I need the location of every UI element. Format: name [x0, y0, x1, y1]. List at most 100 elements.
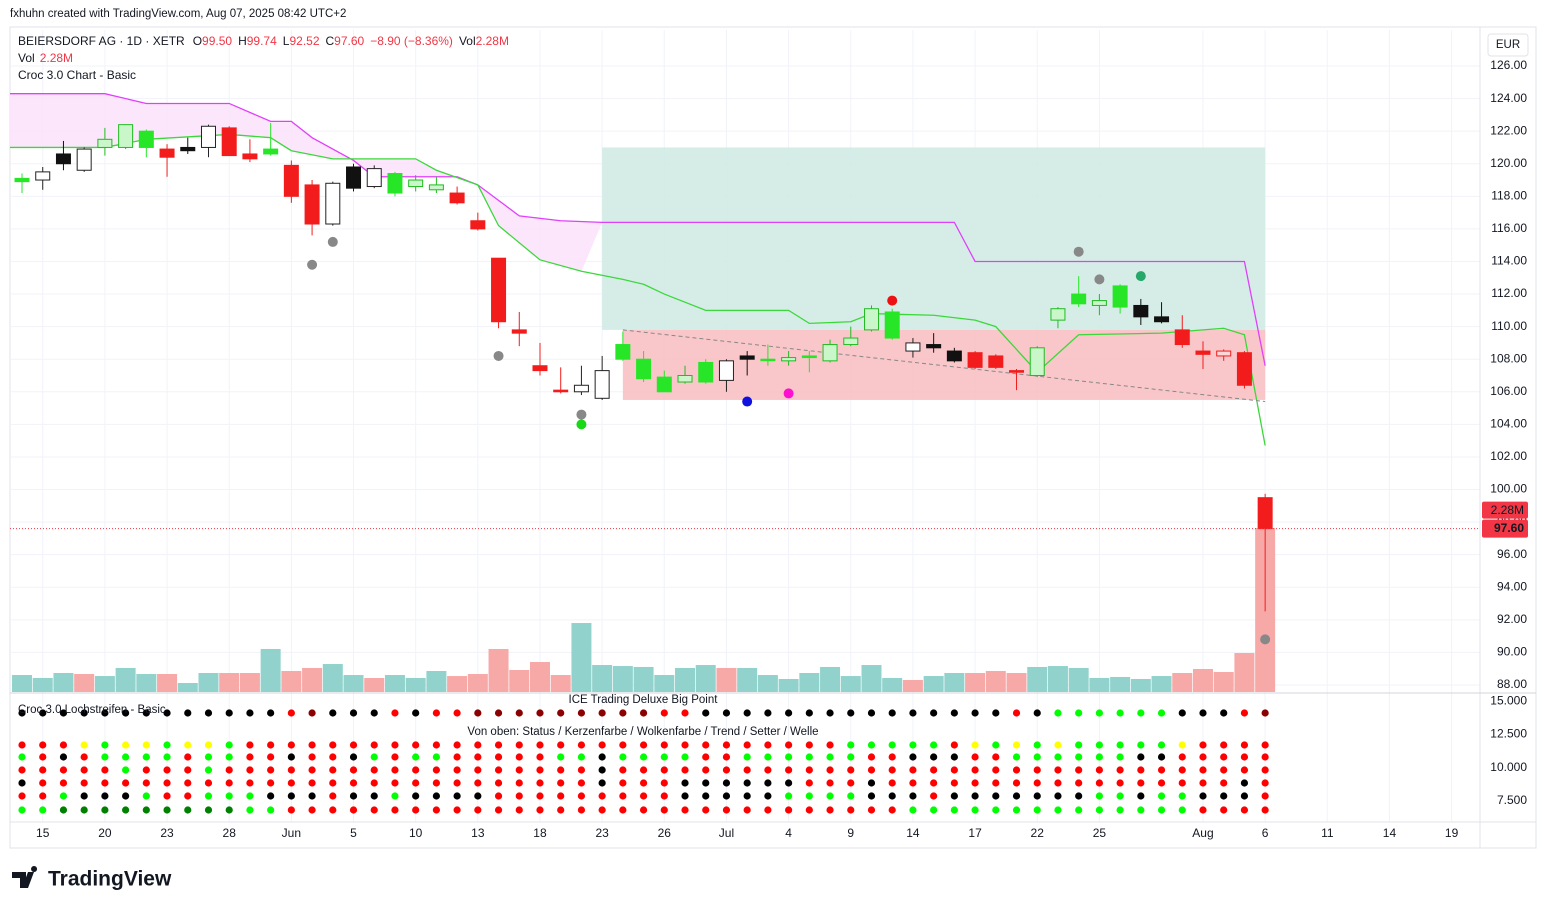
candle-body	[843, 337, 859, 346]
volume-bar	[177, 683, 198, 692]
status-dot	[59, 709, 68, 717]
status-dot	[1261, 741, 1269, 749]
volume-bar	[820, 666, 841, 692]
status-dot	[122, 766, 130, 774]
vol-value: 2.28M	[476, 34, 509, 48]
y-tick-label: 96.00	[1497, 547, 1527, 561]
status-dot	[246, 753, 254, 761]
ohlc-value: 97.60	[334, 34, 364, 48]
ohlc-value: 92.52	[289, 34, 319, 48]
volume-bar	[32, 677, 53, 692]
status-dot	[474, 806, 482, 814]
status-dot	[1012, 792, 1021, 800]
status-dot	[1178, 806, 1186, 814]
status-dot	[329, 753, 337, 761]
volume-bar	[1110, 676, 1131, 692]
status-dot	[743, 741, 751, 749]
status-dot	[204, 709, 213, 717]
status-dot	[909, 741, 917, 749]
candle-body	[511, 329, 527, 334]
status-dot	[1157, 806, 1166, 814]
status-dot	[1116, 709, 1124, 717]
status-dot	[370, 792, 378, 800]
status-dot	[888, 779, 896, 787]
status-dot	[847, 779, 855, 787]
status-dot	[598, 741, 606, 749]
status-dot	[536, 792, 544, 800]
status-dot	[847, 792, 855, 800]
status-dot	[867, 792, 876, 800]
candle-body	[55, 153, 71, 165]
status-dot	[888, 806, 896, 814]
volume-bar	[198, 673, 219, 692]
status-dot	[39, 806, 47, 814]
volume-bar	[882, 677, 903, 692]
status-dot	[1137, 766, 1145, 774]
status-dot	[1033, 806, 1041, 814]
status-dot	[1240, 779, 1249, 787]
status-dot	[536, 779, 544, 787]
candle-body	[532, 365, 548, 372]
y-tick-label: 108.00	[1490, 351, 1527, 365]
status-dot	[971, 753, 979, 761]
volume-bar	[1089, 677, 1110, 692]
status-dot	[1033, 741, 1041, 749]
status-dot	[1178, 766, 1186, 774]
marker	[742, 396, 753, 407]
status-dot	[59, 753, 68, 761]
status-dot	[391, 766, 399, 774]
status-dot	[1137, 741, 1145, 749]
status-dot	[287, 792, 295, 800]
candle-body	[428, 184, 444, 191]
status-dot	[349, 806, 358, 814]
status-dot	[764, 753, 772, 761]
status-dot	[267, 753, 275, 761]
status-dot	[391, 779, 399, 787]
status-dot	[412, 792, 420, 800]
status-dot	[204, 779, 213, 787]
volume-bar	[94, 676, 115, 692]
status-dot	[18, 779, 26, 787]
candle-body	[822, 344, 838, 362]
y-tick-label: 100.00	[1490, 482, 1527, 496]
x-tick-label: 15	[36, 826, 50, 840]
status-dot	[805, 792, 813, 800]
status-dot	[39, 753, 47, 761]
status-dot	[225, 806, 233, 814]
status-dot	[142, 792, 150, 800]
status-dot	[930, 766, 938, 774]
currency-button[interactable]	[1487, 33, 1529, 57]
status-dot	[619, 806, 627, 814]
status-dot	[18, 741, 26, 749]
status-dot	[992, 806, 1000, 814]
status-dot	[743, 806, 751, 814]
status-dot	[225, 709, 233, 717]
volume-bar	[384, 675, 405, 692]
candle-body	[491, 257, 507, 323]
status-dot	[80, 766, 88, 774]
status-dot	[432, 792, 440, 800]
status-dot	[826, 709, 834, 717]
x-tick-label: 13	[471, 826, 485, 840]
candle-body	[677, 374, 693, 383]
status-dot	[432, 806, 440, 814]
candle-body	[159, 148, 175, 158]
status-dot	[142, 741, 150, 749]
status-dot	[557, 709, 565, 717]
status-dot	[660, 792, 668, 800]
status-dot	[702, 779, 710, 787]
status-dot	[59, 779, 68, 787]
status-dot	[557, 806, 565, 814]
x-tick-label: 4	[785, 826, 792, 840]
candle-body	[760, 358, 776, 362]
x-tick-label: Jun	[282, 826, 301, 840]
indicator-tick-label: 12.500	[1490, 727, 1527, 741]
status-dot	[660, 709, 668, 717]
status-dot	[412, 709, 420, 717]
y-tick-label: 118.00	[1491, 188, 1527, 202]
status-dot	[1054, 741, 1062, 749]
status-dot	[1199, 709, 1207, 717]
status-dot	[246, 709, 254, 717]
status-dot	[1075, 766, 1083, 774]
status-dot	[308, 779, 316, 787]
